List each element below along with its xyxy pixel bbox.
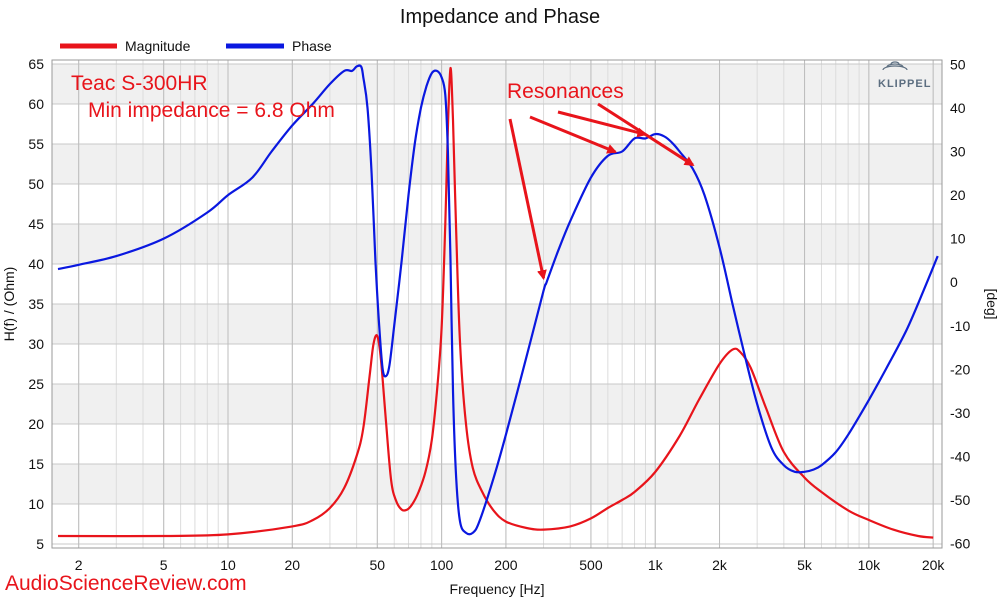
y-left-tick-label: 65 xyxy=(28,56,44,72)
annotation-model: Teac S-300HR xyxy=(71,72,208,95)
x-tick-label: 5k xyxy=(797,557,813,573)
x-axis-label: Frequency [Hz] xyxy=(450,581,545,597)
x-axis-ticks: 2 5 10 20 50 100 200 500 1k 2k 5k 10k 20k xyxy=(75,557,946,573)
y-left-tick-label: 10 xyxy=(28,496,44,512)
x-tick-label: 500 xyxy=(579,557,603,573)
logo-text: KLIPPEL xyxy=(878,78,931,90)
y-axis-right-label: [deg] xyxy=(984,288,1000,319)
y-right-tick-label: 30 xyxy=(950,144,966,160)
y-right-tick-label: -30 xyxy=(950,405,970,421)
y-right-tick-label: 20 xyxy=(950,187,966,203)
x-tick-label: 10k xyxy=(858,557,882,573)
grid-band xyxy=(52,304,942,344)
y-left-tick-label: 45 xyxy=(28,216,44,232)
y-left-tick-label: 5 xyxy=(36,536,44,552)
annotation-min-impedance: Min impedance = 6.8 Ohm xyxy=(88,99,335,122)
y-left-tick-label: 15 xyxy=(28,456,44,472)
y-right-tick-label: -40 xyxy=(950,449,970,465)
grid-band xyxy=(52,64,942,104)
y-left-tick-label: 60 xyxy=(28,96,44,112)
x-tick-label: 1k xyxy=(648,557,664,573)
x-tick-label: 5 xyxy=(160,557,168,573)
series-line-phase xyxy=(57,64,939,536)
watermark: AudioScienceReview.com xyxy=(5,572,247,595)
resonance-arrow xyxy=(508,118,547,281)
y-left-tick-label: 40 xyxy=(28,256,44,272)
y-left-tick-label: 30 xyxy=(28,336,44,352)
grid-band xyxy=(52,384,942,424)
major-gridlines xyxy=(52,60,942,548)
y-left-tick-label: 35 xyxy=(28,296,44,312)
y-right-tick-label: -60 xyxy=(950,536,970,552)
annotation-resonances: Resonances xyxy=(507,80,624,103)
plot-frame xyxy=(51,59,943,549)
y-axis-left-ticks: 5 10 15 20 25 30 35 40 45 50 55 60 65 xyxy=(28,56,44,552)
series-line-magnitude xyxy=(57,66,934,539)
x-tick-label: 2 xyxy=(75,557,83,573)
y-left-tick-label: 50 xyxy=(28,176,44,192)
y-axis-right-ticks: -60 -50 -40 -30 -20 -10 0 10 20 30 40 50 xyxy=(950,56,970,551)
y-right-tick-label: 0 xyxy=(950,274,958,290)
grid-band xyxy=(52,224,942,264)
x-tick-label: 100 xyxy=(430,557,454,573)
y-right-tick-label: -50 xyxy=(950,492,970,508)
y-axis-left-label: H(f) / (Ohm) xyxy=(1,267,17,342)
legend-label-magnitude: Magnitude xyxy=(125,38,191,54)
klippel-logo: KLIPPEL xyxy=(878,61,931,90)
grid-bands xyxy=(52,64,942,504)
y-right-tick-label: 50 xyxy=(950,56,966,72)
x-tick-label: 50 xyxy=(370,557,386,573)
y-right-tick-label: 10 xyxy=(950,231,966,247)
y-right-tick-label: -20 xyxy=(950,361,970,377)
chart-title: Impedance and Phase xyxy=(400,6,600,28)
y-left-tick-label: 20 xyxy=(28,416,44,432)
x-tick-label: 10 xyxy=(220,557,236,573)
y-left-tick-label: 25 xyxy=(28,376,44,392)
resonance-arrow xyxy=(529,115,618,154)
resonance-arrow xyxy=(597,102,695,167)
plot-area xyxy=(51,59,943,549)
y-right-tick-label: 40 xyxy=(950,100,966,116)
y-right-tick-label: -10 xyxy=(950,318,970,334)
legend: Magnitude Phase xyxy=(60,38,332,54)
x-tick-label: 20k xyxy=(922,557,946,573)
y-left-tick-label: 55 xyxy=(28,136,44,152)
series-lines xyxy=(57,64,939,539)
resonance-arrow xyxy=(557,110,648,138)
grid-band xyxy=(52,144,942,184)
legend-label-phase: Phase xyxy=(292,38,332,54)
annotations: Teac S-300HR Min impedance = 6.8 Ohm Res… xyxy=(71,72,695,281)
x-tick-label: 2k xyxy=(712,557,728,573)
x-tick-label: 20 xyxy=(285,557,301,573)
x-tick-label: 200 xyxy=(494,557,518,573)
